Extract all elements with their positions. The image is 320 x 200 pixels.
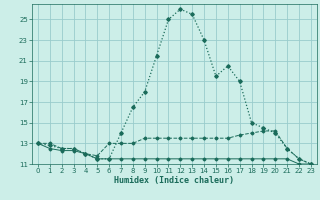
X-axis label: Humidex (Indice chaleur): Humidex (Indice chaleur): [115, 176, 234, 185]
